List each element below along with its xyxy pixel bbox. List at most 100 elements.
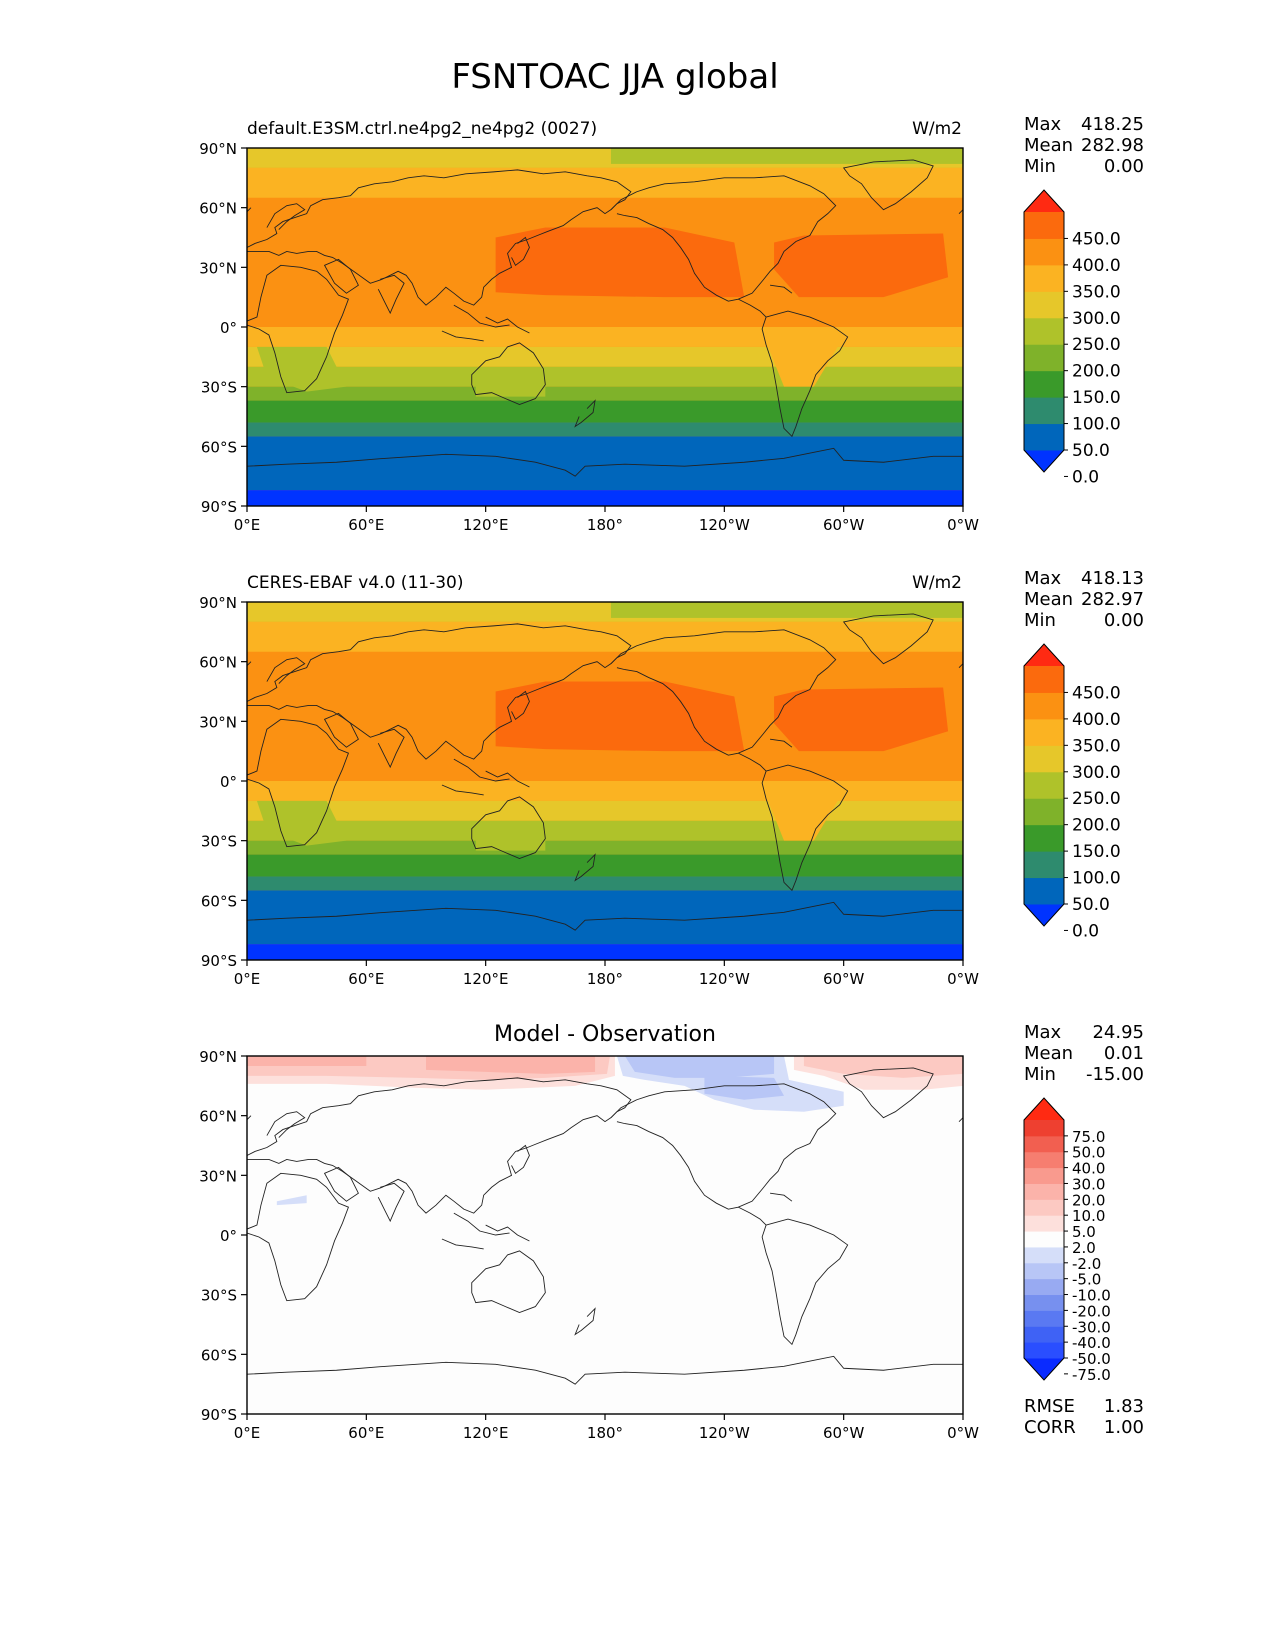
colorbar-label: 150.0: [1072, 388, 1121, 408]
colorbar-segment: [1024, 238, 1064, 266]
lon-tick-label: 120°E: [463, 1424, 509, 1442]
lon-tick-label: 120°E: [463, 516, 509, 534]
lat-tick-label: 30°S: [201, 1287, 237, 1305]
colorbar-extend-max: [1024, 644, 1064, 666]
colorbar-segment: [1024, 1199, 1064, 1216]
stats-box: Max 24.95 Mean 0.01 Min -15.00: [1024, 1022, 1144, 1085]
colorbar-segment: [1024, 1310, 1064, 1327]
colorbar-segment: [1024, 397, 1064, 425]
colorbar-label: 250.0: [1072, 789, 1121, 809]
lon-axis: 0°E 60°E 120°E 180° 120°W 60°W 0°W: [234, 1414, 979, 1442]
lat-tick-label: 90°N: [199, 594, 237, 612]
colorbar-extend-min: [1024, 1358, 1064, 1380]
colorbar-label: 20.0: [1072, 1191, 1105, 1209]
panel-left-title: default.E3SM.ctrl.ne4pg2_ne4pg2 (0027): [247, 119, 597, 139]
stats-box: Max 418.25 Mean 282.98 Min 0.00: [1024, 114, 1144, 177]
stat-label: CORR: [1024, 1417, 1076, 1438]
colorbar-segment: [1024, 1294, 1064, 1311]
stat-label: Max: [1024, 114, 1062, 135]
colorbar-label: 400.0: [1072, 710, 1121, 730]
colorbar-segment: [1024, 1151, 1064, 1169]
colorbar-label: 400.0: [1072, 256, 1121, 276]
lon-tick-label: 180°: [587, 516, 623, 534]
lat-tick-label: 90°N: [199, 1048, 237, 1066]
colorbar-segment: [1024, 212, 1064, 239]
colorbar-label: -75.0: [1072, 1366, 1111, 1384]
stat-value: 24.95: [1092, 1022, 1144, 1043]
colorbar-segment: [1024, 370, 1064, 398]
colorbar-label: -40.0: [1072, 1334, 1111, 1352]
colorbar-segment: [1024, 1278, 1064, 1296]
lon-tick-label: 120°E: [463, 970, 509, 988]
lon-tick-label: 0°E: [234, 970, 261, 988]
colorbar-label: 100.0: [1072, 869, 1121, 889]
colorbar-label: 50.0: [1072, 895, 1110, 915]
colorbar-label: 300.0: [1072, 309, 1121, 329]
lat-tick-label: 30°S: [201, 379, 237, 397]
colorbar-extend-min: [1024, 904, 1064, 926]
colorbar-label: 2.0: [1072, 1239, 1096, 1257]
colorbar-segment: [1024, 877, 1064, 905]
stat-label: Max: [1024, 1022, 1062, 1043]
lat-tick-label: 90°S: [201, 498, 237, 516]
colorbar-label: -10.0: [1072, 1287, 1111, 1305]
stat-label: Mean: [1024, 589, 1073, 610]
lat-tick-label: 90°S: [201, 1406, 237, 1424]
colorbar-label: 5.0: [1072, 1223, 1096, 1241]
lon-axis: 0°E 60°E 120°E 180° 120°W 60°W 0°W: [234, 960, 979, 988]
colorbar-segment: [1024, 666, 1064, 693]
colorbar-segment: [1024, 264, 1064, 292]
lat-axis: 90°N 60°N 30°N 0° 30°S 60°S 90°S: [199, 594, 247, 970]
panel-units: W/m2: [912, 573, 962, 593]
stat-label: Mean: [1024, 135, 1073, 156]
colorbar-label: 450.0: [1072, 683, 1121, 703]
colorbar-segment: [1024, 798, 1064, 826]
lat-tick-label: 60°N: [199, 1108, 237, 1126]
stat-label: Min: [1024, 610, 1056, 631]
colorbar-label: 0.0: [1072, 467, 1099, 487]
panel-left-title: CERES-EBAF v4.0 (11-30): [247, 573, 463, 593]
colorbar-segment: [1024, 1231, 1064, 1248]
stat-value: -15.00: [1086, 1064, 1144, 1085]
colorbar-segment: [1024, 1167, 1064, 1184]
lat-tick-label: 0°: [220, 319, 237, 337]
stat-label: Min: [1024, 156, 1056, 177]
stat-value: 418.25: [1081, 114, 1144, 135]
lat-tick-label: 30°N: [199, 713, 237, 731]
colorbar-label: 200.0: [1072, 362, 1121, 382]
colorbar-segment: [1024, 1342, 1064, 1359]
panel-difference: Model - Observation 90°N 60°N 30°N 0° 30°S 60…: [199, 1022, 1144, 1442]
colorbar-segment: [1024, 1215, 1064, 1232]
colorbar-segment: [1024, 718, 1064, 746]
lon-tick-label: 0°E: [234, 1424, 261, 1442]
colorbar: 450.0 400.0 350.0 300.0 250.0 200.0 150.0 100.0…: [1023, 643, 1121, 941]
stat-value: 0.00: [1104, 156, 1144, 177]
colorbar-segment: [1024, 1262, 1064, 1280]
contour-fill: [247, 602, 963, 960]
colorbar-label: -30.0: [1072, 1318, 1111, 1336]
lon-tick-label: 0°W: [947, 1424, 979, 1442]
stat-value: 282.98: [1081, 135, 1144, 156]
stat-value: 0.00: [1104, 610, 1144, 631]
map-field: [247, 1056, 963, 1414]
colorbar-label: 50.0: [1072, 441, 1110, 461]
colorbar-label: 150.0: [1072, 842, 1121, 862]
contour-fill: [247, 148, 963, 506]
colorbar-label: 200.0: [1072, 816, 1121, 836]
panel-reference: CERES-EBAF v4.0 (11-30) W/m2 90°N 60°N 30°…: [199, 568, 1144, 988]
stat-value: 0.01: [1104, 1043, 1144, 1064]
colorbar-segment: [1024, 291, 1064, 319]
lon-tick-label: 60°E: [348, 516, 384, 534]
lon-tick-label: 120°W: [699, 970, 750, 988]
lon-tick-label: 0°W: [947, 516, 979, 534]
lon-tick-label: 60°W: [823, 970, 865, 988]
colorbar-extend-min: [1024, 450, 1064, 472]
lat-tick-label: 60°S: [201, 1346, 237, 1364]
lon-tick-label: 0°W: [947, 970, 979, 988]
colorbar-extend-max: [1024, 1098, 1064, 1120]
colorbar-label: -5.0: [1072, 1271, 1101, 1289]
colorbar-label: 10.0: [1072, 1207, 1105, 1225]
colorbar-label: 350.0: [1072, 736, 1121, 756]
colorbar-label: 50.0: [1072, 1144, 1105, 1162]
stat-value: 418.13: [1081, 568, 1144, 589]
